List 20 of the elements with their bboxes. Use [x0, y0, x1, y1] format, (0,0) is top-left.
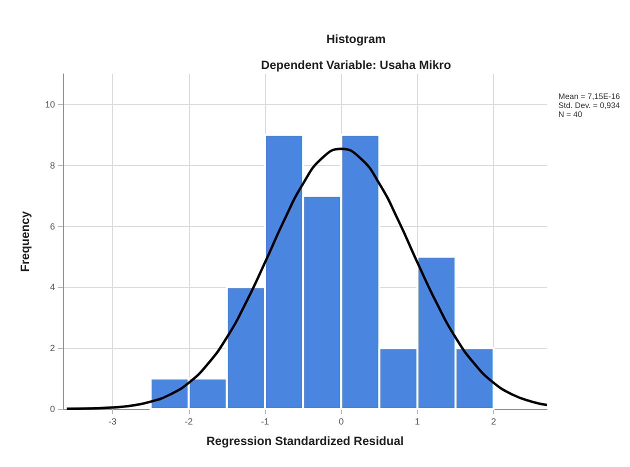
y-tick-label: 10 — [44, 99, 55, 110]
y-tick-label: 2 — [50, 343, 55, 354]
x-tick-label: -3 — [108, 416, 117, 426]
x-tick-label: -2 — [184, 416, 193, 426]
x-axis-title: Regression Standardized Residual — [206, 434, 404, 448]
x-tick-label: 1 — [414, 416, 420, 426]
line-series — [66, 148, 548, 410]
x-tick-label: 0 — [338, 416, 344, 426]
y-axis-title: Frequency — [18, 210, 32, 272]
y-tick-label: 8 — [50, 160, 55, 170]
chart-title: Histogram — [326, 32, 386, 46]
y-tick-label: 0 — [50, 404, 55, 414]
chart-subtitle: Dependent Variable: Usaha Mikro — [260, 58, 452, 72]
x-tick-label: 2 — [491, 416, 496, 426]
text: Std. Dev. = 0,934 — [558, 101, 620, 110]
y-tick-label: 6 — [50, 221, 55, 232]
x-tick-label: -1 — [260, 416, 269, 426]
text: Mean = 7,15E-16 — [558, 92, 621, 101]
y-tick-label: 4 — [50, 282, 55, 292]
text: N = 40 — [558, 110, 583, 119]
